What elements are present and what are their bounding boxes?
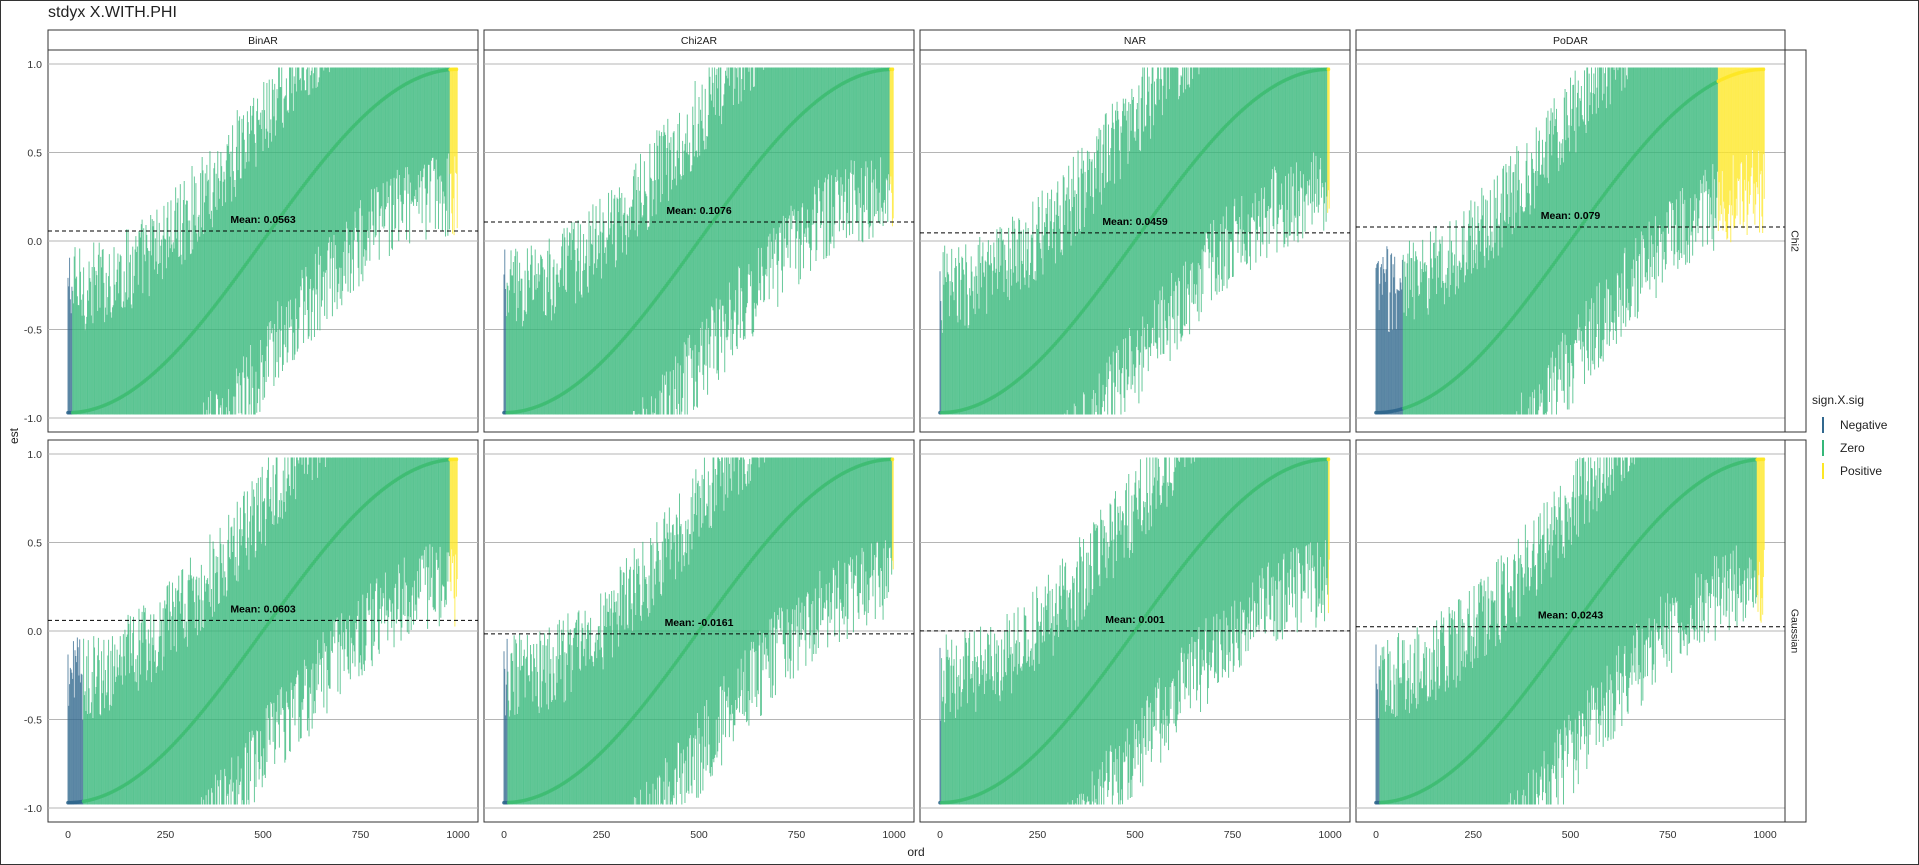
y-tick-label: -0.5 [24, 325, 42, 337]
mean-label: Mean: 0.1076 [666, 205, 732, 217]
point-estimates [66, 67, 459, 415]
x-tick-label: 1000 [882, 829, 906, 841]
facet-strip-label-podar: PoDAR [1553, 35, 1588, 47]
y-tick-label: 0.0 [27, 236, 42, 248]
point-estimate [1326, 67, 1331, 72]
point-estimates [1374, 67, 1766, 415]
y-tick-label: 1.0 [27, 59, 42, 71]
error-bars [67, 457, 458, 805]
y-tick-label: 0.0 [27, 626, 42, 638]
mean-label: Mean: 0.079 [1541, 210, 1601, 222]
x-tick-label: 500 [690, 829, 708, 841]
mean-label: Mean: 0.0563 [230, 214, 296, 226]
x-tick-label: 500 [254, 829, 272, 841]
panel-nar-gaussian: Mean: 0.001 [919, 439, 1351, 823]
point-estimates [66, 457, 459, 805]
mean-label: Mean: 0.0459 [1102, 216, 1168, 228]
facet-strip-chi2 [1784, 49, 1807, 433]
x-tick-label: 750 [788, 829, 806, 841]
x-tick-label: 0 [65, 829, 71, 841]
x-tick-label: 250 [593, 829, 611, 841]
error-bars [939, 457, 1330, 805]
error-bars [1375, 67, 1765, 415]
mean-label: Mean: 0.0603 [230, 603, 296, 615]
x-tick-label: 0 [501, 829, 507, 841]
facet-strip-label-chi2: Chi2 [1789, 230, 1801, 252]
y-tick-label: -1.0 [24, 803, 42, 815]
facet-strip-label-chi2ar: Chi2AR [681, 35, 718, 47]
x-tick-label: 1000 [446, 829, 470, 841]
panel-binar-chi2: BinAR Mean: 0.0563 [47, 29, 479, 433]
panel-chi2ar-chi2: Chi2AR Mean: 0.1076 [483, 29, 915, 433]
point-estimate [890, 67, 895, 72]
panel-podar-chi2: PoDAR Mean: 0.079 [1355, 29, 1786, 433]
mean-label: Mean: -0.0161 [665, 617, 734, 629]
point-estimates [502, 457, 895, 805]
facet-strip-label-nar: NAR [1124, 35, 1147, 47]
y-tick-label: -1.0 [24, 413, 42, 425]
error-bars [939, 67, 1330, 415]
point-estimate [890, 457, 895, 462]
error-bars [503, 67, 894, 415]
panel-nar-chi2: NAR Mean: 0.0459 [919, 29, 1351, 433]
y-tick-label: -0.5 [24, 715, 42, 727]
panel-chi2ar-gaussian: Mean: -0.0161 [483, 439, 915, 823]
y-tick-label: 0.5 [27, 148, 42, 160]
point-estimate [454, 67, 459, 72]
point-estimates [502, 67, 895, 415]
facet-strip-label-binar: BinAR [248, 35, 278, 47]
point-estimate [1761, 67, 1766, 72]
y-tick-label: 0.5 [27, 538, 42, 550]
plot-title: stdyx X.WITH.PHI [48, 4, 177, 21]
y-tick-label: 1.0 [27, 449, 42, 461]
error-bars [67, 67, 458, 415]
x-tick-label: 250 [157, 829, 175, 841]
x-tick-label: 750 [352, 829, 370, 841]
point-estimates [938, 67, 1331, 415]
panel-binar-gaussian: Mean: 0.0603 [47, 439, 479, 823]
point-estimate [454, 457, 459, 462]
